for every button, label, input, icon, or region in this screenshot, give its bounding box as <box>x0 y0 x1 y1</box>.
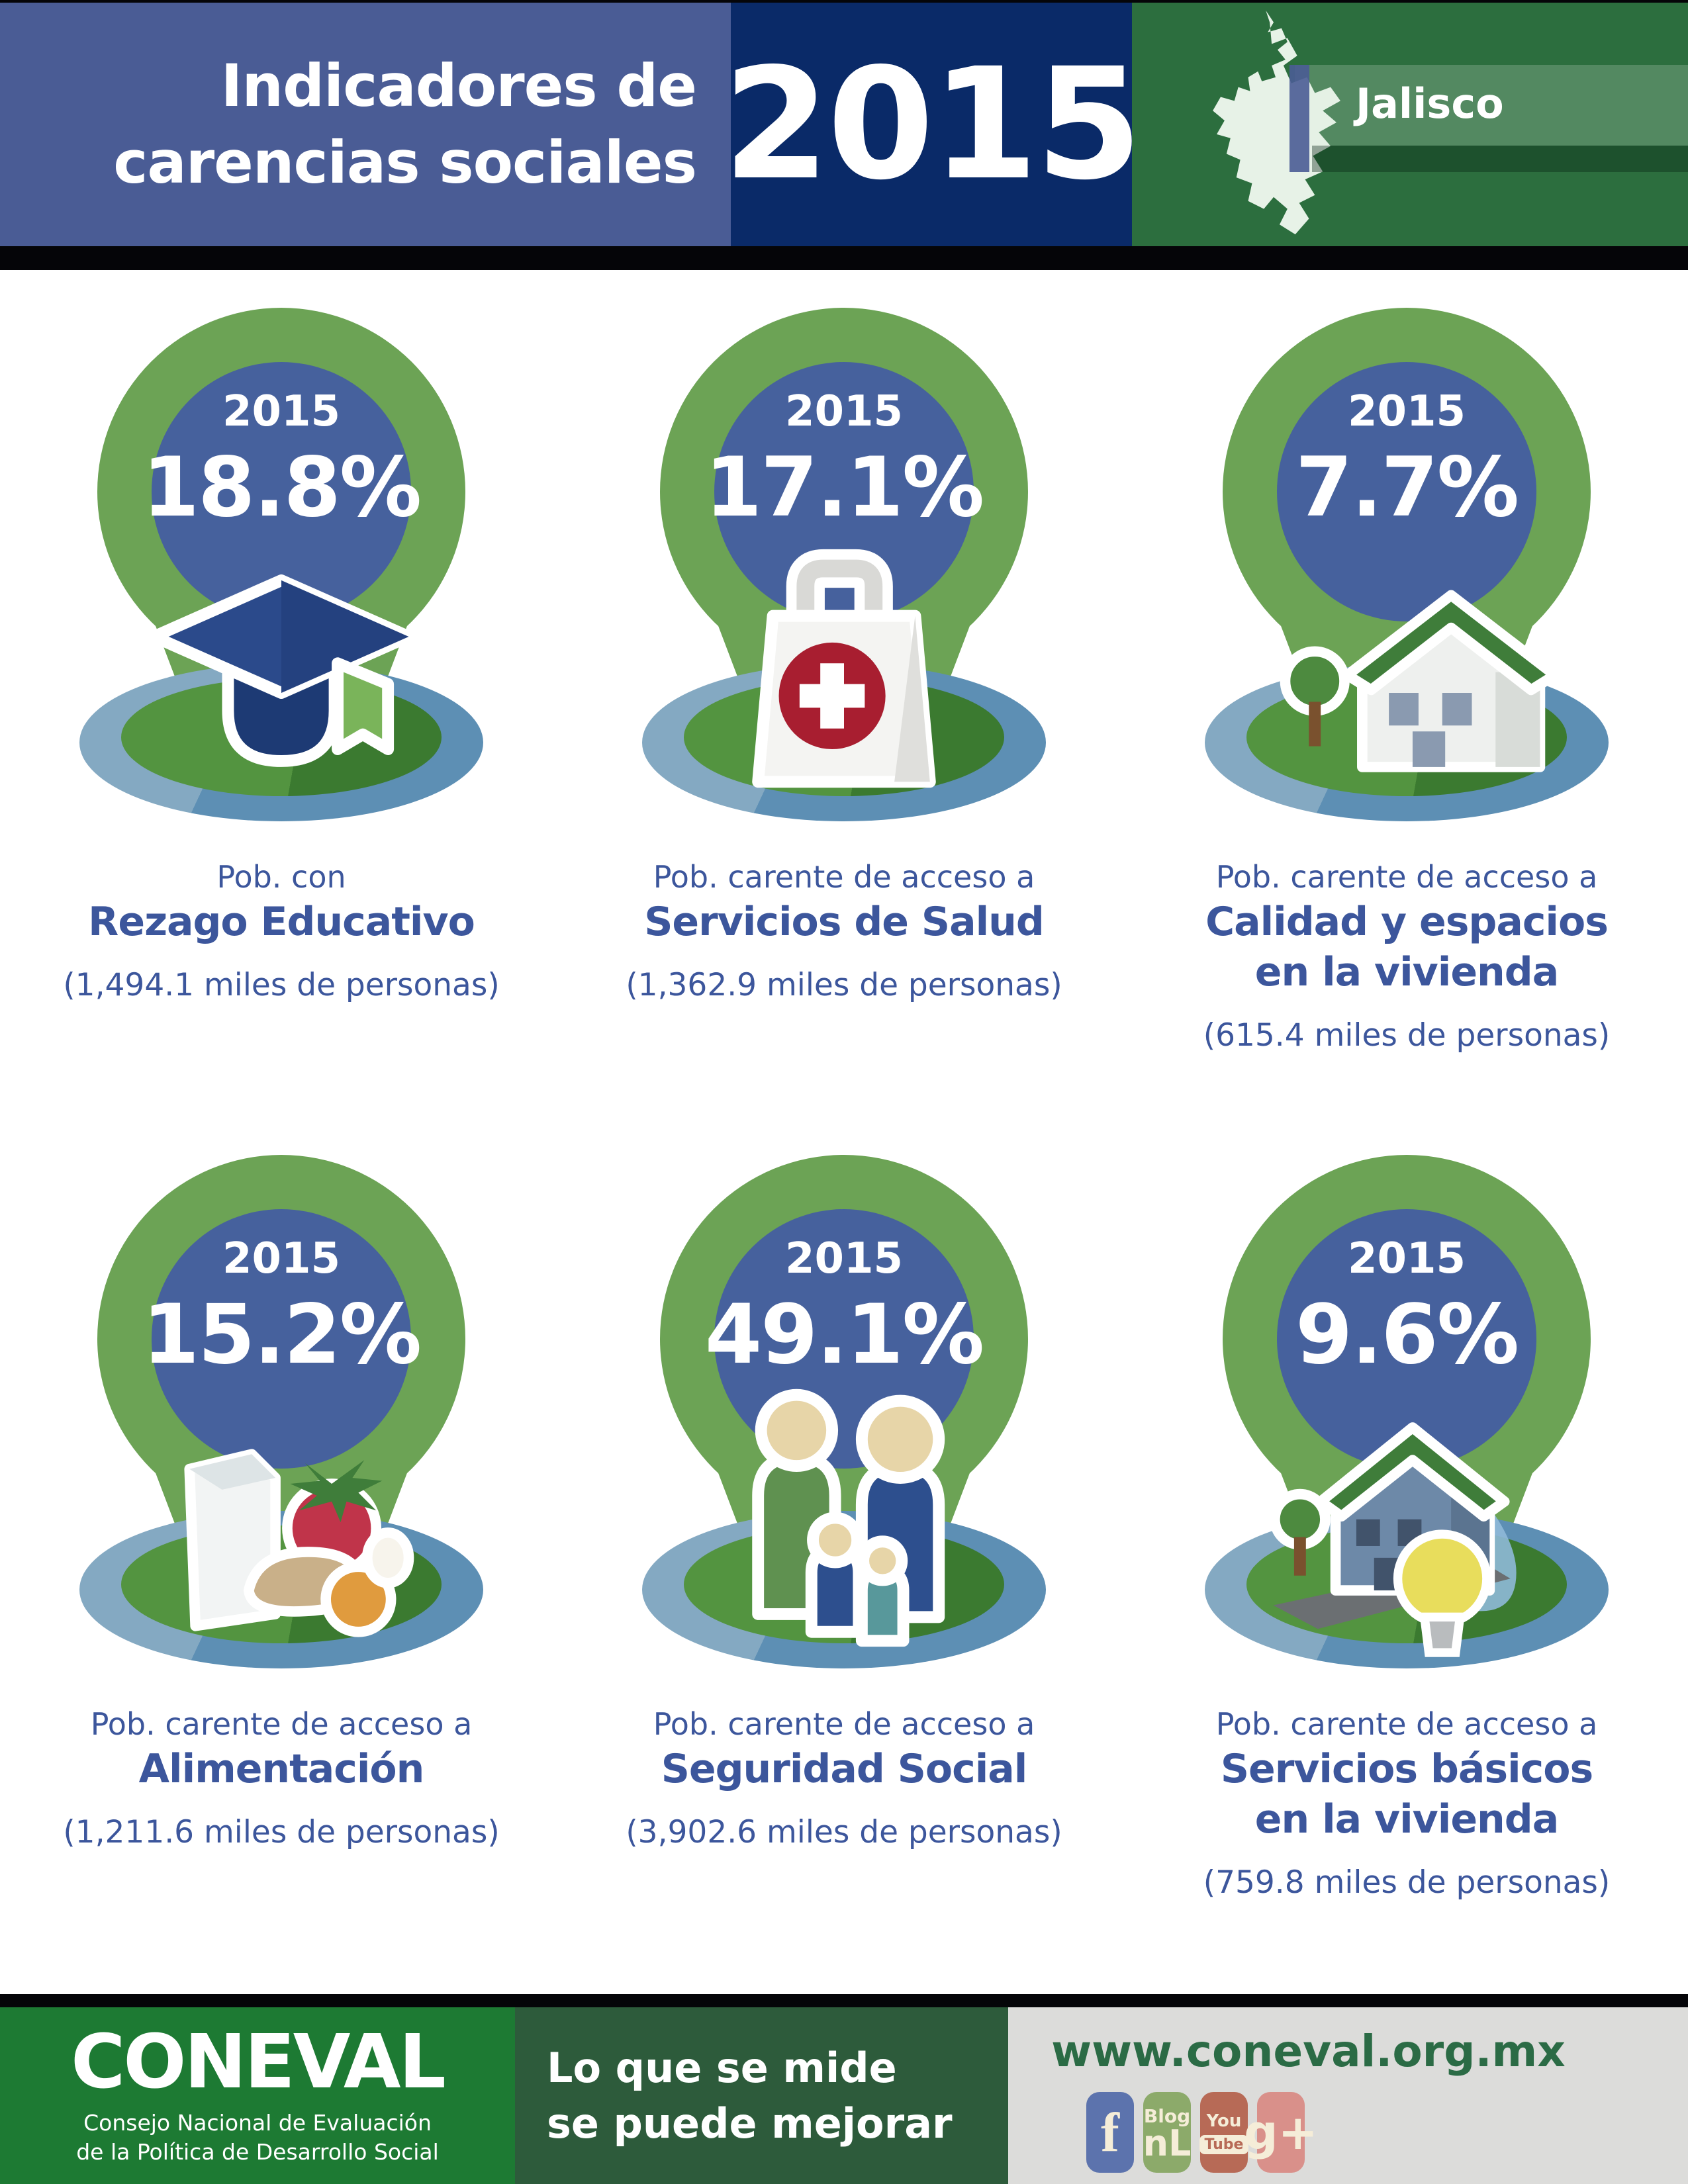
medallion-year: 2015 <box>784 387 904 436</box>
state-banner: Jalisco <box>1132 3 1688 246</box>
caption-name: Servicios básicos <box>1220 1746 1593 1792</box>
graduation-cap-icon <box>148 574 415 767</box>
slogan-line-1: Lo que se mide <box>547 2043 897 2092</box>
caption-prefix: Pob. carente de acceso a <box>90 1706 473 1742</box>
org-name: Consejo Nacional de Evaluación de la Pol… <box>0 2109 515 2167</box>
house-services-icon <box>1269 1422 1517 1657</box>
caption-prefix: Pob. carente de acceso a <box>1215 859 1598 895</box>
medallion: 2015 18.8% <box>0 308 563 824</box>
caption-people: (1,494.1 miles de personas) <box>63 967 500 1003</box>
blog-icon[interactable]: Blog nL <box>1143 2092 1191 2173</box>
caption-people: (759.8 miles de personas) <box>1203 1864 1611 1901</box>
coneval-branding: CONEVAL Consejo Nacional de Evaluación d… <box>0 2007 515 2184</box>
medallion-year: 2015 <box>1347 387 1466 436</box>
medallion-value: 18.8% <box>142 440 422 535</box>
social-links: f Blog nL You Tube g+ <box>1086 2092 1318 2173</box>
jalisco-map-icon <box>1213 10 1340 235</box>
family-icon <box>752 1388 945 1647</box>
medallion-value: 7.7% <box>1295 440 1519 535</box>
indicators-area: 2015 18.8% Pob. con Rezago Educativo (1,… <box>0 270 1688 1994</box>
googleplus-icon[interactable]: g+ <box>1244 2092 1318 2173</box>
medallion-value: 15.2% <box>142 1287 422 1383</box>
indicator-seguridad-social: 2015 49.1% <box>563 1155 1125 1903</box>
caption-prefix: Pob. con <box>216 859 346 895</box>
title-line-1: Indicadores de <box>220 51 697 120</box>
house-icon <box>1280 590 1559 772</box>
caption-people: (615.4 miles de personas) <box>1203 1017 1611 1054</box>
blue-disc <box>1277 1209 1536 1469</box>
title-line-2: carencias sociales <box>113 128 697 197</box>
poster-title: Indicadores de carencias sociales <box>0 3 731 246</box>
blue-disc <box>152 1209 411 1469</box>
medical-bag-icon <box>752 549 936 788</box>
medallion: 2015 9.6% <box>1125 1155 1688 1671</box>
caption-name-line2: en la vivienda <box>1254 949 1559 995</box>
facebook-icon[interactable]: f <box>1086 2092 1134 2173</box>
youtube-icon[interactable]: You Tube <box>1199 2092 1249 2173</box>
caption-people: (1,211.6 miles de personas) <box>63 1814 500 1850</box>
indicator-rezago-educativo: 2015 18.8% Pob. con Rezago Educativo (1,… <box>0 308 563 1056</box>
caption-name-line2: en la vivienda <box>1254 1796 1559 1843</box>
state-band-shadow <box>1312 146 1688 172</box>
caption-people: (1,362.9 miles de personas) <box>626 967 1062 1003</box>
caption: Pob. con Rezago Educativo (1,494.1 miles… <box>0 857 563 1005</box>
food-icon <box>184 1449 414 1637</box>
indicator-servicios-de-salud: 2015 17.1% Pob. carente de acceso a <box>563 308 1125 1056</box>
caption: Pob. carente de acceso a Servicios de Sa… <box>563 857 1125 1005</box>
header: Indicadores de carencias sociales 2015 J… <box>0 3 1688 246</box>
org-line-2: de la Política de Desarrollo Social <box>76 2138 439 2165</box>
caption-prefix: Pob. carente de acceso a <box>1215 1706 1598 1742</box>
medallion-year: 2015 <box>784 1234 904 1283</box>
caption: Pob. carente de acceso a Seguridad Socia… <box>563 1704 1125 1852</box>
indicator-alimentacion: 2015 15.2% Pob. caren <box>0 1155 563 1903</box>
caption: Pob. carente de acceso a Calidad y espac… <box>1125 857 1688 1056</box>
top-border-line <box>0 0 1688 3</box>
caption: Pob. carente de acceso a Servicios básic… <box>1125 1704 1688 1903</box>
indicator-servicios-basicos: 2015 9.6% <box>1125 1155 1688 1903</box>
caption-name: Rezago Educativo <box>88 899 475 945</box>
medallion: 2015 49.1% <box>563 1155 1125 1671</box>
slogan-line-2: se puede mejorar <box>547 2099 953 2148</box>
caption-name: Seguridad Social <box>661 1746 1028 1792</box>
caption-people: (3,902.6 miles de personas) <box>626 1814 1062 1850</box>
medallion-year: 2015 <box>222 387 341 436</box>
caption-prefix: Pob. carente de acceso a <box>653 859 1035 895</box>
medallion: 2015 15.2% <box>0 1155 563 1671</box>
coneval-logo: CONEVAL <box>71 2019 446 2105</box>
blue-disc <box>1277 362 1536 621</box>
caption-prefix: Pob. carente de acceso a <box>653 1706 1035 1742</box>
org-line-1: Consejo Nacional de Evaluación <box>83 2109 432 2136</box>
website-link[interactable]: www.coneval.org.mx <box>1051 2026 1566 2077</box>
medallion: 2015 17.1% <box>563 308 1125 824</box>
medallion-value: 49.1% <box>704 1287 984 1383</box>
caption-name: Calidad y espacios <box>1205 899 1609 945</box>
medallion: 2015 7.7% <box>1125 308 1688 824</box>
footer-divider <box>0 1994 1688 2007</box>
slogan-box: Lo que se mide se puede mejorar <box>515 2007 1008 2184</box>
year-banner: 2015 <box>723 3 1143 246</box>
medallion-year: 2015 <box>222 1234 341 1283</box>
state-name: Jalisco <box>1356 79 1504 128</box>
state-band-accent-bar <box>1289 65 1309 172</box>
header-divider <box>0 246 1688 270</box>
indicator-calidad-vivienda: 2015 7.7% Pob. <box>1125 308 1688 1056</box>
medallion-year: 2015 <box>1347 1234 1466 1283</box>
medallion-value: 17.1% <box>704 440 984 535</box>
caption-name: Alimentación <box>138 1746 425 1792</box>
state-label-band <box>1295 65 1688 146</box>
caption-name: Servicios de Salud <box>644 899 1045 945</box>
medallion-value: 9.6% <box>1295 1287 1519 1383</box>
caption: Pob. carente de acceso a Alimentación (1… <box>0 1704 563 1852</box>
contact-box: www.coneval.org.mx f Blog nL You Tube g+ <box>1008 2007 1688 2184</box>
footer: CONEVAL Consejo Nacional de Evaluación d… <box>0 2007 1688 2184</box>
